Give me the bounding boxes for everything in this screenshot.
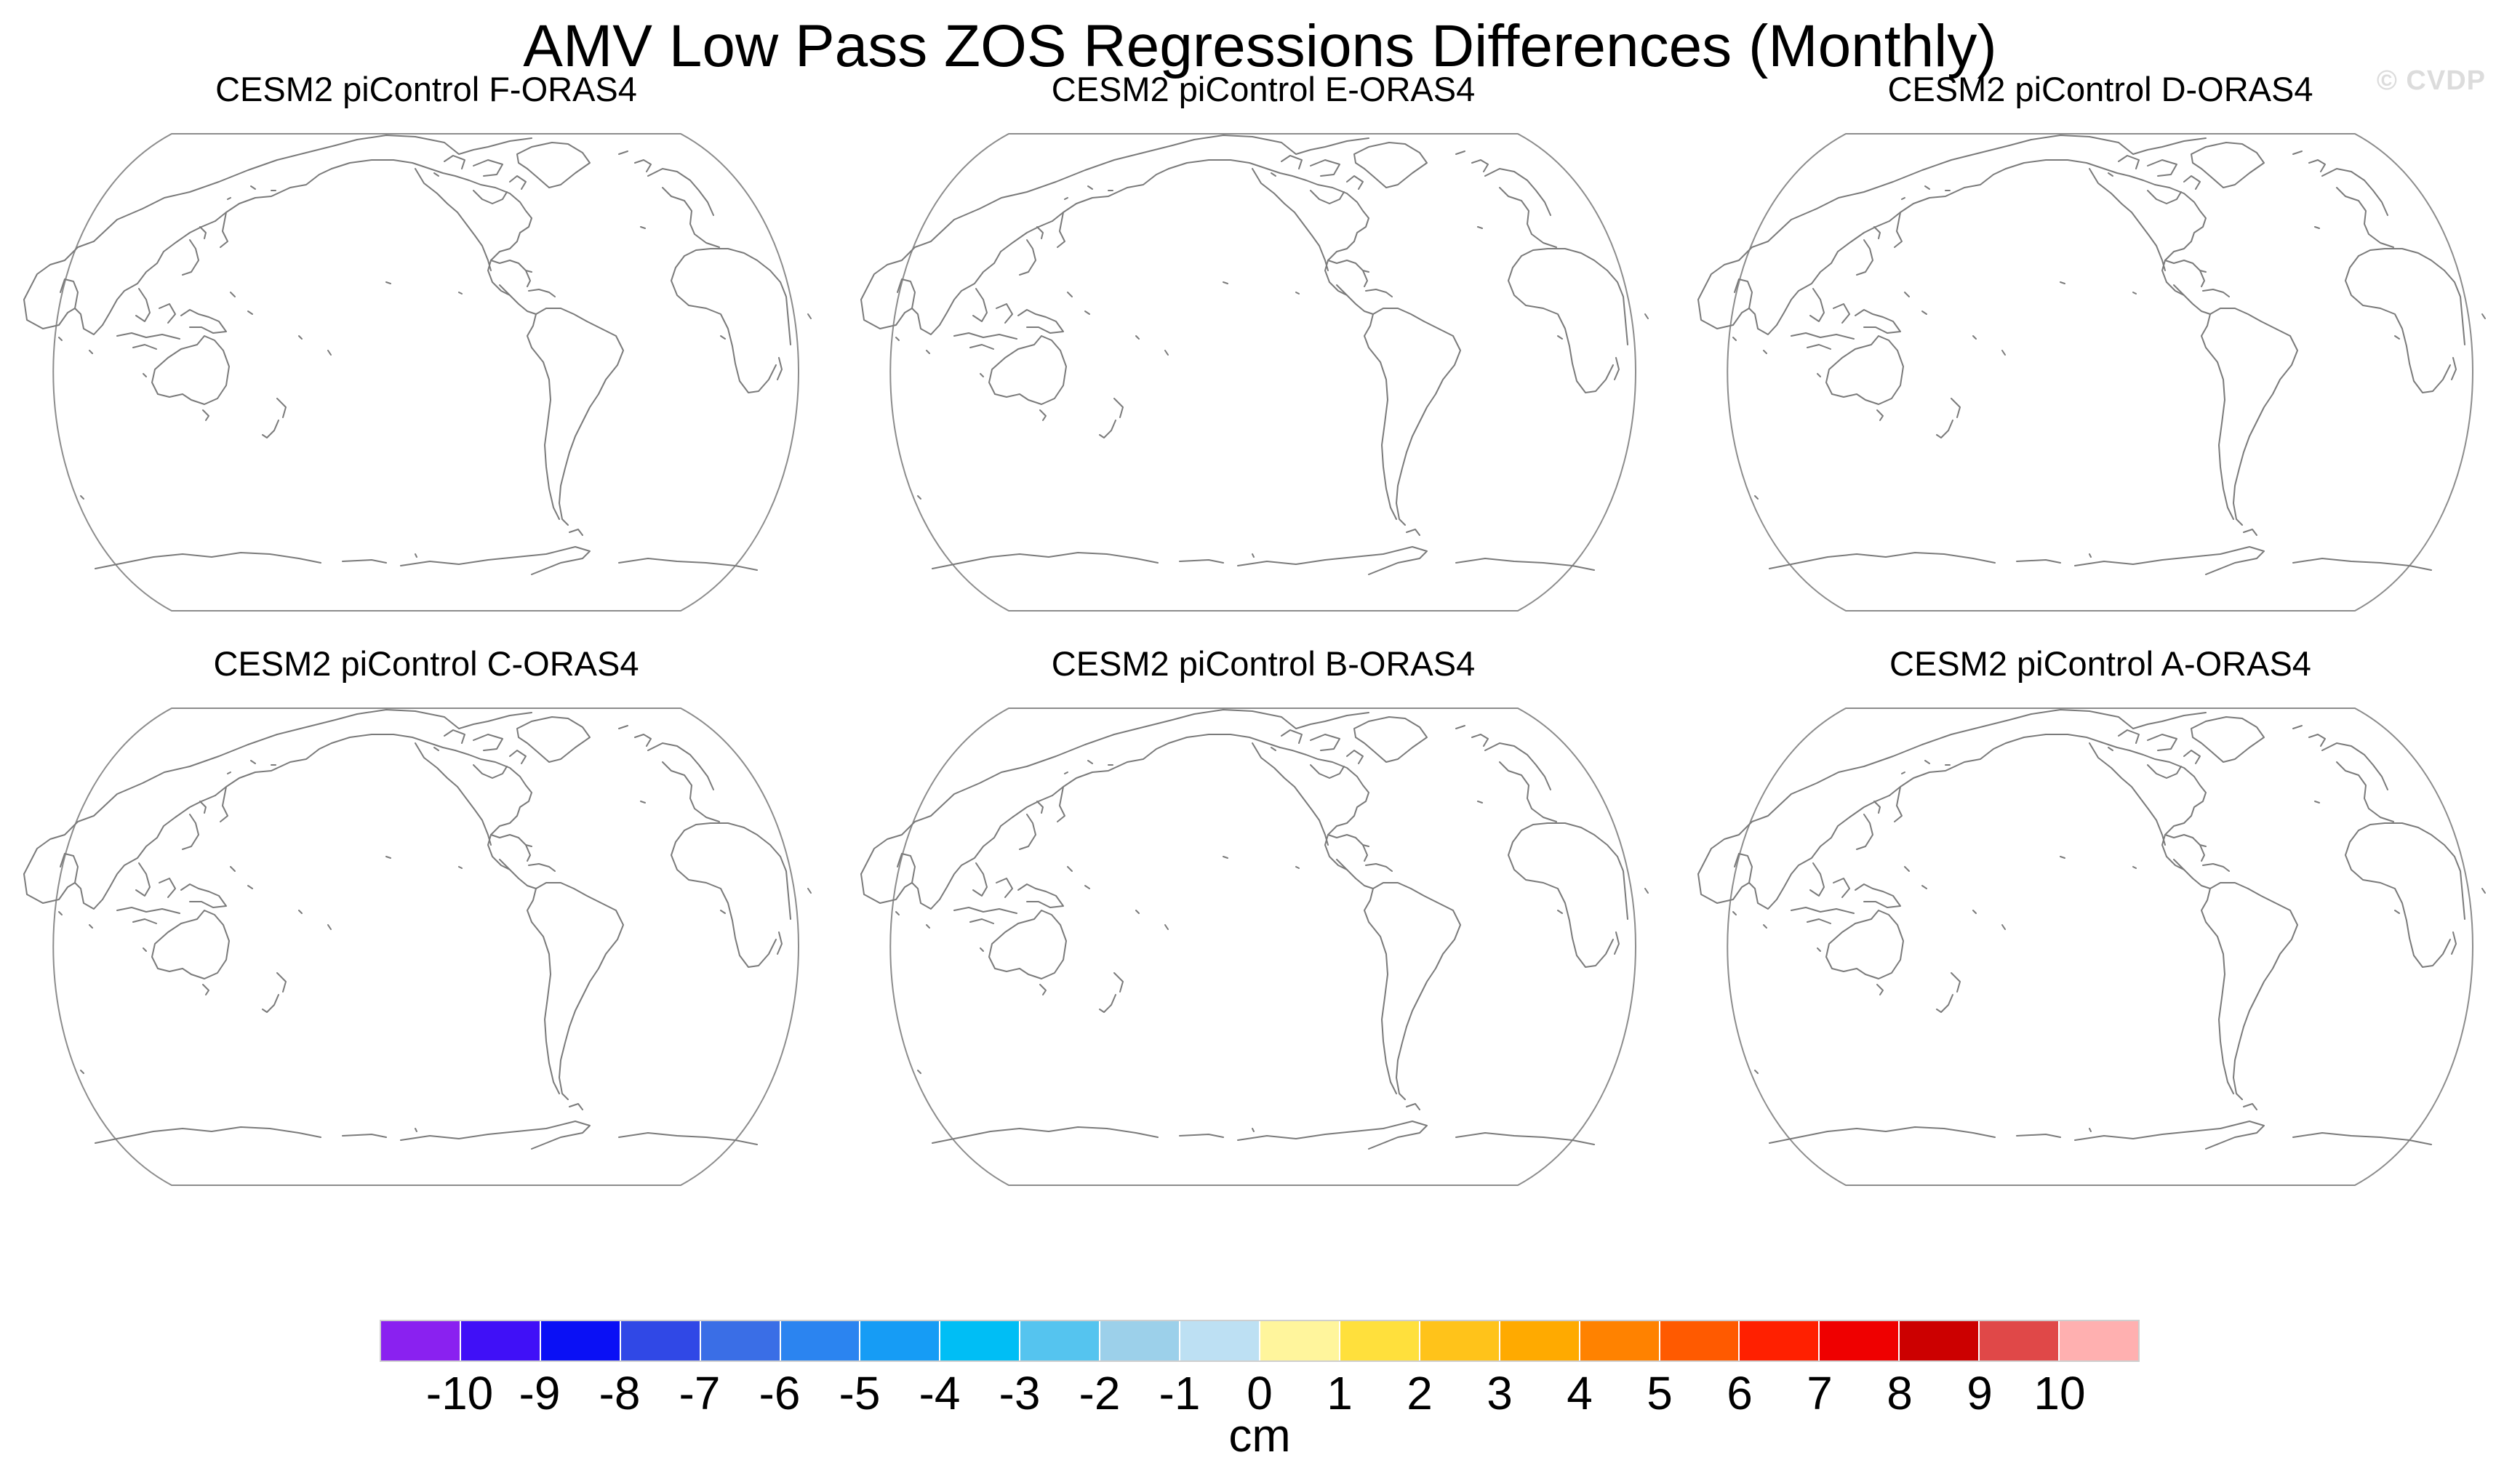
colorbar-tick-label: 2 [1407, 1367, 1433, 1419]
colorbar-tick-label: -9 [519, 1367, 561, 1419]
colorbar-box [1340, 1321, 1420, 1360]
coastlines [1697, 708, 2486, 1186]
colorbar-tick-label: -10 [425, 1367, 494, 1419]
colorbar-tick-label: -7 [679, 1367, 721, 1419]
colorbar-tick-label: -3 [999, 1367, 1041, 1419]
coastlines [1697, 133, 2486, 612]
colorbar-box [381, 1321, 461, 1360]
colorbar-tick-label: 3 [1487, 1367, 1513, 1419]
colorbar-box [940, 1321, 1021, 1360]
colorbar-tick-label: -2 [1079, 1367, 1121, 1419]
figure-title: AMV Low Pass ZOS Regressions Differences… [523, 13, 1997, 79]
colorbar-box [1580, 1321, 1660, 1360]
panel-title-c: CESM2 piControl C-ORAS4 [213, 644, 639, 683]
map-panel-b: CESM2 piControl B-ORAS4 [845, 638, 1681, 1206]
colorbar-box [1820, 1321, 1900, 1360]
world-map-e [860, 133, 1649, 612]
colorbar-box [860, 1321, 941, 1360]
panel-title-e: CESM2 piControl E-ORAS4 [1051, 70, 1476, 108]
colorbar [380, 1320, 2140, 1362]
coastlines [860, 708, 1649, 1186]
colorbar-box [1420, 1321, 1500, 1360]
world-map-d [1697, 133, 2486, 612]
colorbar-box [620, 1321, 701, 1360]
world-map-f [23, 133, 812, 612]
cvdp-watermark: © CVDP [2376, 65, 2486, 96]
panel-title-f: CESM2 piControl F-ORAS4 [215, 70, 637, 108]
coastlines [860, 133, 1649, 612]
coastlines [23, 708, 812, 1186]
colorbar-tick-label: 0 [1247, 1367, 1273, 1419]
colorbar-tick-label: 8 [1887, 1367, 1913, 1419]
map-panel-a: CESM2 piControl A-ORAS4 [1682, 638, 2519, 1206]
colorbar-tick-label: 6 [1727, 1367, 1753, 1419]
colorbar-tick-label: -4 [919, 1367, 961, 1419]
panel-title-b: CESM2 piControl B-ORAS4 [1051, 644, 1476, 683]
panel-title-a: CESM2 piControl A-ORAS4 [1889, 644, 2311, 683]
colorbar-tick-label: -6 [759, 1367, 801, 1419]
colorbar-box [1260, 1321, 1340, 1360]
colorbar-box [1020, 1321, 1101, 1360]
map-panel-d: CESM2 piControl D-ORAS4 [1682, 64, 2519, 631]
world-map-b [860, 708, 1649, 1186]
colorbar-box [460, 1321, 541, 1360]
panel-title-d: CESM2 piControl D-ORAS4 [1887, 70, 2313, 108]
colorbar-tick-label: 1 [1327, 1367, 1353, 1419]
world-map-a [1697, 708, 2486, 1186]
colorbar-box [540, 1321, 621, 1360]
world-map-c [23, 708, 812, 1186]
colorbar-box [700, 1321, 781, 1360]
colorbar-box [2060, 1321, 2138, 1360]
colorbar-box [1900, 1321, 1980, 1360]
colorbar-tick-label: 9 [1967, 1367, 1993, 1419]
colorbar-tick-label: -5 [839, 1367, 881, 1419]
colorbar-tick-label: 7 [1807, 1367, 1833, 1419]
map-panel-f: CESM2 piControl F-ORAS4 [8, 64, 844, 631]
colorbar-box [1740, 1321, 1820, 1360]
colorbar-tick-label: -1 [1159, 1367, 1201, 1419]
colorbar-box [1100, 1321, 1181, 1360]
map-panel-c: CESM2 piControl C-ORAS4 [8, 638, 844, 1206]
colorbar-tick-label: 5 [1647, 1367, 1673, 1419]
coastlines [23, 133, 812, 612]
colorbar-units: cm [1228, 1409, 1291, 1462]
colorbar-tick-label: 10 [2033, 1367, 2086, 1419]
colorbar-box [1180, 1321, 1260, 1360]
colorbar-box [1660, 1321, 1740, 1360]
colorbar-box [780, 1321, 861, 1360]
colorbar-box [1980, 1321, 2060, 1360]
colorbar-box [1500, 1321, 1580, 1360]
colorbar-tick-label: -8 [599, 1367, 641, 1419]
colorbar-tick-label: 4 [1567, 1367, 1593, 1419]
map-panel-e: CESM2 piControl E-ORAS4 [845, 64, 1681, 631]
